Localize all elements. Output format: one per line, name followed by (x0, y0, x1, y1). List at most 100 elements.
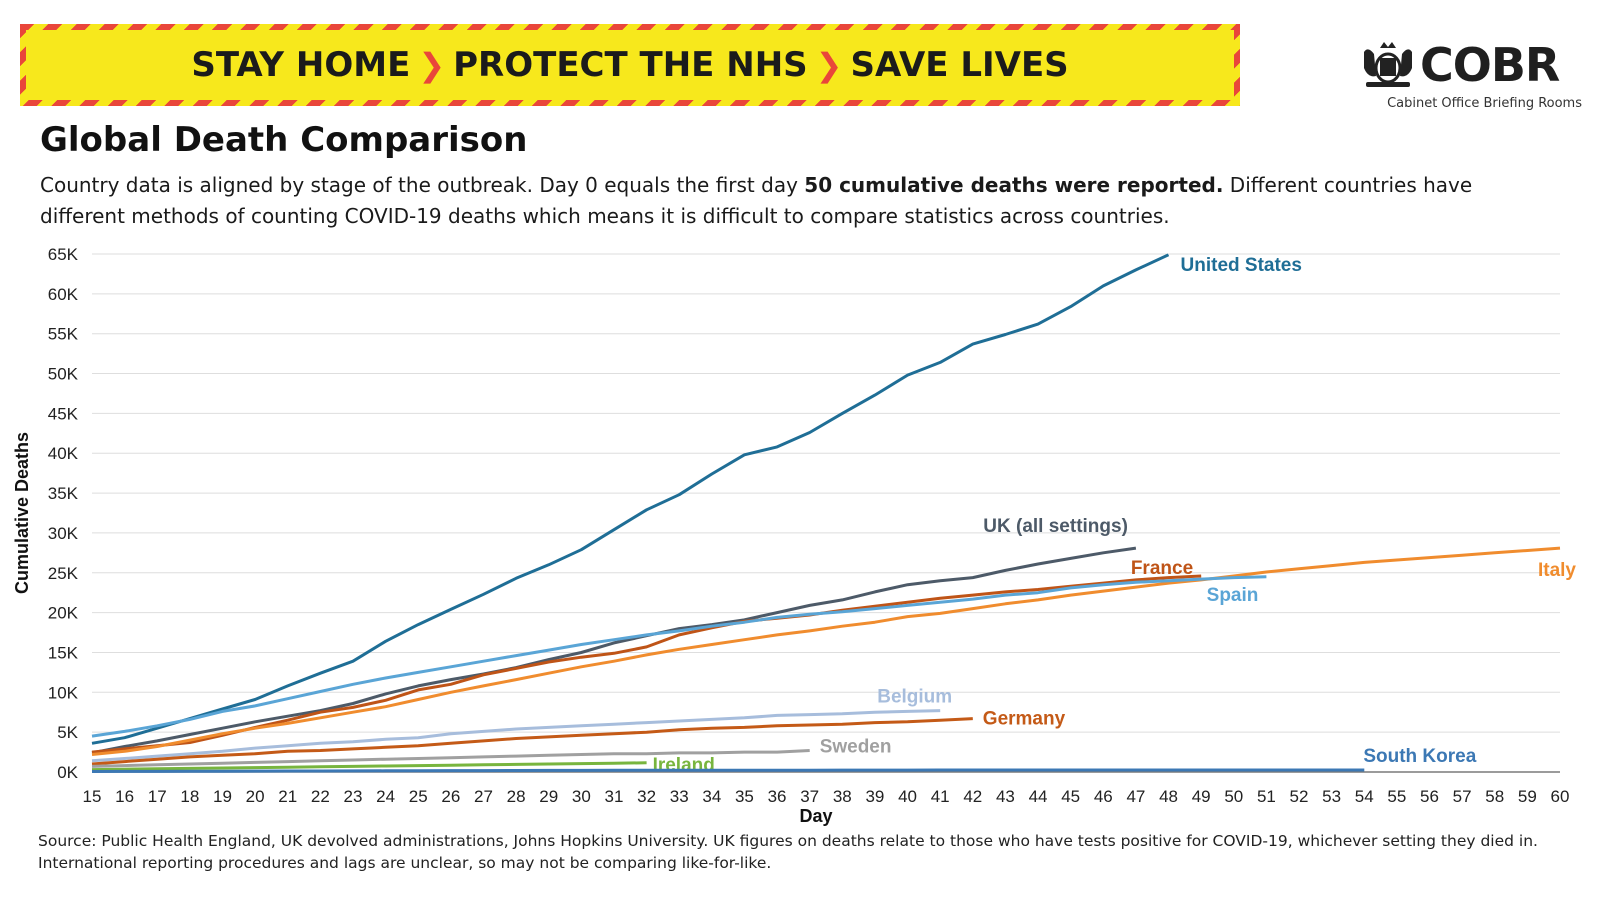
y-tick-label: 10K (48, 683, 79, 702)
series-line-united-states (91, 253, 1170, 745)
x-tick-label: 53 (1322, 787, 1341, 806)
x-tick-label: 49 (1192, 787, 1211, 806)
chevron-right-icon: ❯ (418, 46, 446, 84)
series-line-italy (91, 546, 1561, 756)
series-line-spain (91, 575, 1267, 738)
x-tick-label: 45 (1061, 787, 1080, 806)
y-tick-label: 65K (48, 245, 79, 264)
series-label-germany: Germany (983, 709, 1066, 730)
series-label-uk-all-settings: UK (all settings) (983, 516, 1128, 537)
chevron-right-icon: ❯ (815, 46, 843, 84)
x-tick-label: 41 (931, 787, 950, 806)
x-tick-label: 20 (246, 787, 265, 806)
x-tick-label: 18 (180, 787, 199, 806)
source-note: Source: Public Health England, UK devolv… (38, 832, 1538, 872)
x-tick-label: 58 (1485, 787, 1504, 806)
series-label-france: France (1131, 558, 1193, 579)
series-label-italy: Italy (1538, 560, 1576, 581)
y-tick-label: 40K (48, 444, 79, 463)
series-label-south-korea: South Korea (1363, 746, 1476, 767)
series-label-united-states: United States (1181, 255, 1302, 276)
series-line-ireland (91, 761, 647, 772)
x-tick-label: 23 (344, 787, 363, 806)
x-tick-label: 48 (1159, 787, 1178, 806)
x-tick-label: 32 (637, 787, 656, 806)
royal-crest-icon (1364, 42, 1412, 87)
x-tick-label: 24 (376, 787, 395, 806)
x-tick-label: 17 (148, 787, 167, 806)
series-label-ireland: Ireland (653, 755, 715, 776)
x-tick-label: 26 (441, 787, 460, 806)
y-tick-label: 50K (48, 365, 79, 384)
series-label-belgium: Belgium (877, 687, 952, 708)
y-tick-label: 5K (57, 723, 78, 742)
x-tick-label: 35 (735, 787, 754, 806)
x-tick-label: 22 (311, 787, 330, 806)
y-tick-label: 35K (48, 484, 79, 503)
x-tick-label: 52 (1290, 787, 1309, 806)
x-tick-label: 40 (898, 787, 917, 806)
slogan-save-lives: SAVE LIVES (850, 45, 1069, 85)
x-tick-label: 27 (474, 787, 493, 806)
x-tick-label: 25 (409, 787, 428, 806)
x-tick-label: 57 (1453, 787, 1472, 806)
y-tick-label: 0K (57, 763, 78, 782)
x-tick-label: 44 (1029, 787, 1048, 806)
x-tick-label: 59 (1518, 787, 1537, 806)
y-tick-label: 55K (48, 325, 79, 344)
y-tick-label: 20K (48, 604, 79, 623)
death-comparison-chart: 0K 5K 10K 15K 20K 25K 30K 35K 40K 45K 50K 55K 60K 65K… (12, 245, 1576, 826)
series-line-germany (91, 717, 973, 766)
y-tick-label: 60K (48, 285, 79, 304)
slogan-text: STAY HOME ❯ PROTECT THE NHS ❯ SAVE LIVES (20, 24, 1240, 106)
x-tick-label: 16 (115, 787, 134, 806)
y-tick-label: 15K (48, 643, 79, 662)
series-line-uk-all-settings (91, 546, 1137, 755)
series-label-sweden: Sweden (820, 736, 892, 757)
x-tick-label: 55 (1387, 787, 1406, 806)
x-tick-label: 34 (702, 787, 721, 806)
series-line-belgium (91, 709, 941, 763)
y-tick-label: 30K (48, 524, 79, 543)
x-tick-label: 43 (996, 787, 1015, 806)
y-axis-title: Cumulative Deaths (12, 432, 32, 594)
slogan-stay-home: STAY HOME (191, 45, 411, 85)
series-line-south-korea (91, 768, 1365, 773)
x-tick-label: 31 (604, 787, 623, 806)
desc-text-2: Different countries have different metho… (40, 173, 1473, 228)
x-tick-label: 54 (1355, 787, 1374, 806)
chart-description: Country data is aligned by stage of the … (40, 170, 1560, 232)
series-line-france (91, 574, 1202, 754)
x-tick-label: 60 (1551, 787, 1570, 806)
x-tick-label: 39 (865, 787, 884, 806)
logo-subtitle: Cabinet Office Briefing Rooms (1387, 96, 1582, 111)
cobr-logo: COBR Cabinet Office Briefing Rooms (1358, 36, 1582, 116)
logo-wordmark: COBR (1420, 38, 1560, 92)
x-tick-label: 50 (1224, 787, 1243, 806)
y-tick-label: 25K (48, 564, 79, 583)
x-tick-label: 46 (1094, 787, 1113, 806)
series-label-spain: Spain (1207, 585, 1259, 606)
y-tick-label: 45K (48, 404, 79, 423)
x-tick-label: 15 (83, 787, 102, 806)
series-line-sweden (91, 749, 810, 768)
slogan-protect-nhs: PROTECT THE NHS (453, 45, 808, 85)
x-tick-label: 42 (963, 787, 982, 806)
x-tick-label: 51 (1257, 787, 1276, 806)
x-tick-label: 28 (507, 787, 526, 806)
banner-hazard-border (20, 24, 1240, 106)
x-tick-label: 38 (833, 787, 852, 806)
x-tick-label: 47 (1126, 787, 1145, 806)
x-tick-label: 21 (278, 787, 297, 806)
desc-text-1: Country data is aligned by stage of the … (40, 173, 805, 197)
x-axis-title: Day (799, 806, 832, 826)
x-tick-label: 36 (768, 787, 787, 806)
x-tick-label: 30 (572, 787, 591, 806)
desc-bold: 50 cumulative deaths were reported. (804, 173, 1224, 197)
x-tick-label: 29 (539, 787, 558, 806)
x-tick-label: 19 (213, 787, 232, 806)
x-tick-label: 37 (800, 787, 819, 806)
page-title: Global Death Comparison (40, 120, 528, 160)
x-tick-label: 33 (670, 787, 689, 806)
x-tick-label: 56 (1420, 787, 1439, 806)
